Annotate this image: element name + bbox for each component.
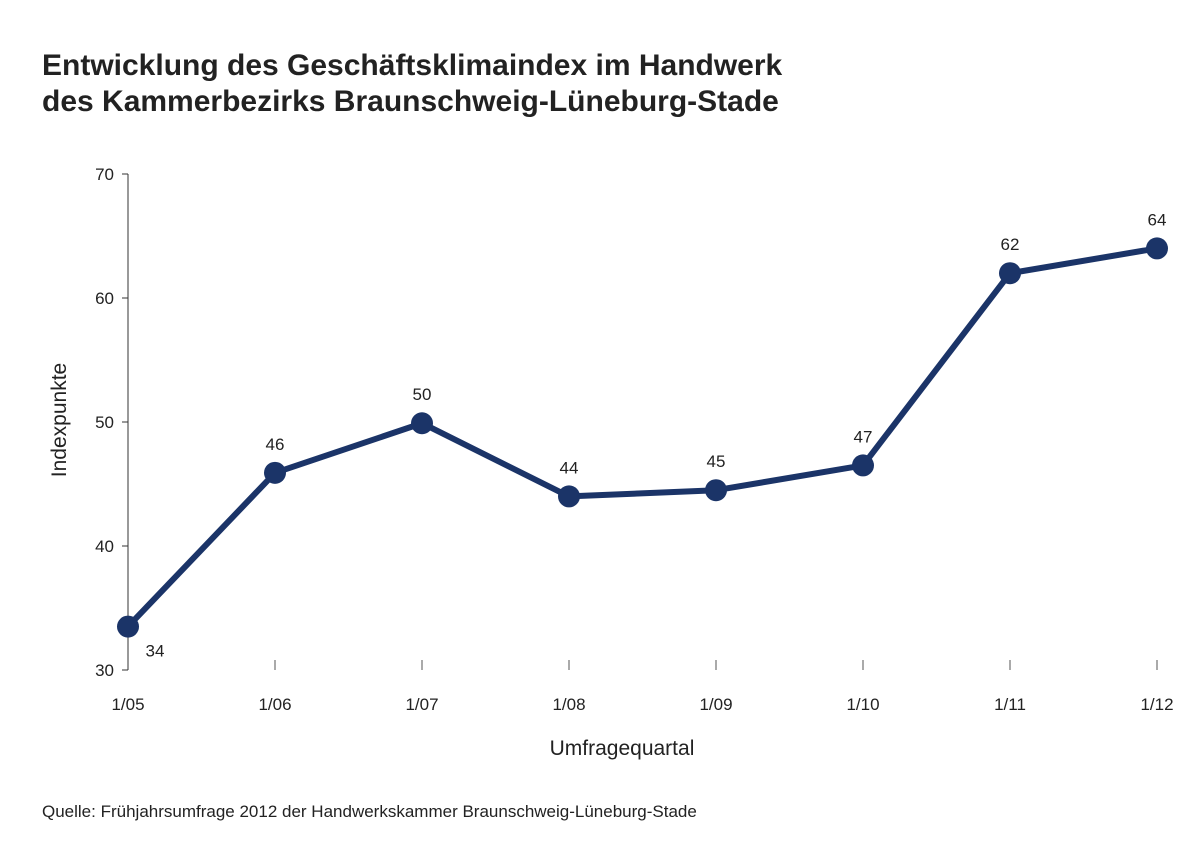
x-tick-label: 1/07 [405,695,438,714]
data-point [1146,237,1168,260]
x-axis-label: Umfragequartal [550,737,695,760]
data-label: 44 [560,458,579,477]
data-label: 62 [1001,235,1020,254]
x-tick-label: 1/08 [552,695,585,714]
data-point [705,479,727,502]
data-point [558,485,580,508]
y-axis-label: Indexpunkte [48,363,71,477]
y-tick-label: 40 [95,537,114,556]
data-label: 46 [266,435,285,454]
data-point [999,262,1021,285]
y-tick-label: 50 [95,413,114,432]
y-tick-label: 30 [95,661,114,680]
data-label: 50 [413,385,432,404]
y-tick-label: 60 [95,289,114,308]
y-tick-label: 70 [95,165,114,184]
data-label: 64 [1148,210,1167,229]
x-tick-label: 1/09 [699,695,732,714]
chart-title-line1: Entwicklung des Geschäftsklimaindex im H… [42,49,783,82]
chart-title: Entwicklung des Geschäftsklimaindex im H… [42,48,782,120]
data-label: 45 [707,452,726,471]
x-tick-label: 1/06 [258,695,291,714]
data-point [852,454,874,477]
x-tick-label: 1/10 [846,695,879,714]
chart-title-line2: des Kammerbezirks Braunschweig-Lüneburg-… [42,85,779,118]
x-tick-label: 1/05 [111,695,144,714]
data-point [264,461,286,484]
data-label: 47 [854,427,873,446]
x-tick-label: 1/12 [1140,695,1173,714]
series-line [125,245,1158,629]
data-label: 34 [146,642,165,661]
x-tick-label: 1/11 [994,695,1026,714]
source-note: Quelle: Frühjahrsumfrage 2012 der Handwe… [42,802,697,821]
data-point [411,412,433,435]
data-point [117,615,139,638]
